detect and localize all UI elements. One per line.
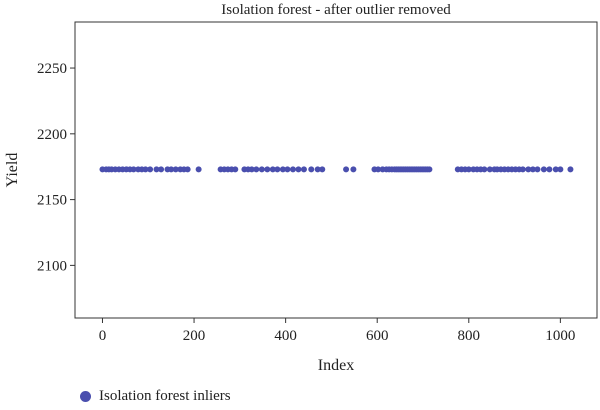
data-point [540, 166, 547, 173]
y-axis-label: Yield [4, 153, 21, 188]
x-tick-label-4: 800 [458, 328, 481, 344]
data-point [289, 166, 296, 173]
data-point [519, 166, 526, 173]
data-point [184, 166, 191, 173]
data-point [314, 166, 321, 173]
data-point [350, 166, 357, 173]
data-point [269, 166, 276, 173]
data-points [99, 166, 574, 173]
data-point [465, 166, 472, 173]
data-point [534, 166, 541, 173]
data-point [546, 166, 553, 173]
data-point [426, 166, 433, 173]
y-tick-label-1: 2150 [37, 193, 67, 209]
data-point [308, 166, 315, 173]
legend: Isolation forest inliers [80, 388, 231, 405]
x-tick-label-2: 400 [274, 328, 297, 344]
data-point [168, 166, 175, 173]
data-point [557, 166, 564, 173]
data-point [142, 166, 149, 173]
data-point [264, 166, 271, 173]
legend-marker [80, 391, 91, 402]
y-tick-label-2: 2200 [37, 127, 67, 143]
data-point [195, 166, 202, 173]
data-point [258, 166, 265, 173]
plot-frame [74, 21, 598, 319]
x-axis-label: Index [318, 357, 354, 374]
data-point [274, 166, 281, 173]
data-point [525, 166, 532, 173]
legend-label: Isolation forest inliers [99, 388, 231, 404]
data-point [375, 166, 382, 173]
y-tick-label-0: 2100 [37, 258, 67, 274]
data-point [343, 166, 350, 173]
data-point [319, 166, 326, 173]
data-point [172, 166, 179, 173]
y-tick-label-3: 2250 [37, 61, 67, 77]
data-point [253, 166, 260, 173]
data-point [248, 166, 255, 173]
x-tick-label-5: 1000 [545, 328, 575, 344]
data-point [295, 166, 302, 173]
data-point [158, 166, 165, 173]
data-point [300, 166, 307, 173]
x-tick-label-0: 0 [99, 328, 107, 344]
y-axis: 2100 2150 2200 2250 [37, 61, 75, 274]
data-point [552, 166, 559, 173]
data-point [486, 166, 493, 173]
chart-title: Isolation forest - after outlier removed [221, 2, 451, 18]
data-point [567, 166, 574, 173]
data-point [130, 166, 137, 173]
data-point [284, 166, 291, 173]
x-tick-label-3: 600 [366, 328, 389, 344]
data-point [147, 166, 154, 173]
data-point [481, 166, 488, 173]
data-point [529, 166, 536, 173]
data-point [279, 166, 286, 173]
data-point [153, 166, 160, 173]
x-tick-label-1: 200 [183, 328, 206, 344]
x-axis: 0 200 400 600 800 1000 [99, 318, 575, 344]
data-point [232, 166, 239, 173]
